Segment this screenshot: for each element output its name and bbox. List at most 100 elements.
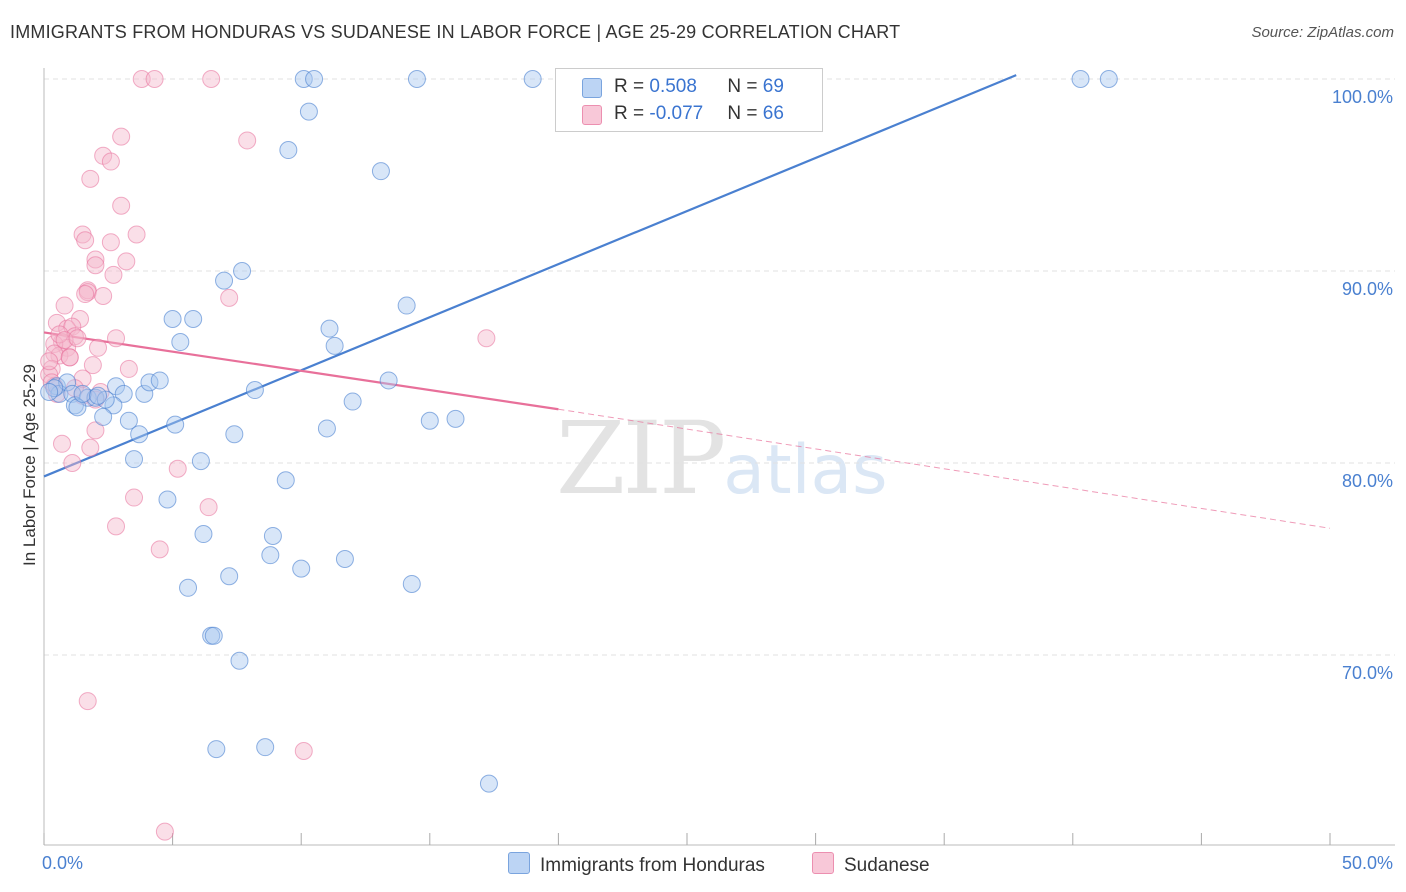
- gridlines: [44, 78, 1395, 656]
- honduras-point: [184, 310, 203, 328]
- honduras-trend-line: [43, 74, 1017, 478]
- honduras-point: [135, 384, 154, 403]
- legend-r-value: -0.077: [649, 103, 704, 124]
- honduras-point: [320, 319, 339, 338]
- sudanese-point: [86, 256, 105, 275]
- honduras-point: [276, 471, 295, 490]
- legend-r-label: R =: [614, 103, 650, 124]
- sudanese-point: [101, 152, 120, 171]
- sudanese-point: [45, 334, 64, 353]
- y-tick-label: 100.0%: [1332, 87, 1393, 107]
- sudanese-point: [199, 498, 218, 517]
- sudanese-point: [150, 540, 169, 559]
- honduras-point: [299, 102, 318, 121]
- honduras-point: [343, 392, 362, 411]
- honduras-point: [292, 559, 311, 578]
- sudanese-point: [53, 434, 72, 453]
- honduras-point: [233, 262, 252, 280]
- sudanese-point: [104, 265, 123, 284]
- y-tick-label: 80.0%: [1342, 471, 1393, 491]
- honduras-point: [245, 381, 264, 400]
- honduras-point: [171, 333, 190, 352]
- honduras-point: [523, 70, 542, 88]
- sudanese-point: [60, 348, 79, 367]
- trend-lines: [43, 74, 1331, 529]
- honduras-point: [125, 450, 144, 469]
- honduras-point: [294, 70, 313, 88]
- honduras-point: [325, 336, 344, 355]
- sudanese-point: [50, 325, 69, 344]
- honduras-point: [40, 382, 59, 401]
- bottom-legend-label-honduras: Immigrants from Honduras: [540, 855, 765, 876]
- honduras-point: [317, 419, 336, 438]
- tick-labels: 70.0% 80.0% 90.0% 100.0% 0.0% 50.0%: [42, 87, 1393, 873]
- honduras-point: [163, 310, 182, 328]
- sudanese-point: [89, 338, 108, 357]
- honduras-point: [225, 425, 244, 444]
- y-axis-label: In Labor Force | Age 25-29: [20, 364, 39, 566]
- legend-swatch-sudanese: [582, 105, 602, 125]
- honduras-point: [94, 407, 113, 426]
- sudanese-point: [107, 517, 126, 536]
- sudanese-point: [81, 169, 100, 188]
- honduras-point: [1071, 70, 1090, 88]
- honduras-point: [220, 567, 239, 586]
- bottom-legend-swatch-sudanese: [812, 852, 834, 874]
- sudanese-trend-extension: [558, 408, 1331, 529]
- honduras-point: [215, 271, 234, 290]
- honduras-point: [261, 546, 280, 565]
- legend-n-value: 66: [762, 103, 784, 124]
- y-tick-label: 70.0%: [1342, 663, 1393, 683]
- honduras-point: [130, 425, 149, 444]
- honduras-point: [194, 525, 213, 544]
- honduras-point: [397, 296, 416, 315]
- honduras-point: [407, 70, 426, 88]
- honduras-point: [63, 384, 82, 403]
- honduras-points: [40, 70, 1118, 793]
- honduras-point: [166, 415, 185, 434]
- sudanese-point: [220, 288, 239, 307]
- bottom-legend-label-sudanese: Sudanese: [844, 855, 930, 876]
- sudanese-point: [94, 286, 113, 305]
- sudanese-point: [117, 252, 136, 271]
- legend-r-value: 0.508: [649, 76, 697, 97]
- honduras-point: [379, 371, 398, 390]
- x-tick-label: 0.0%: [42, 853, 83, 873]
- honduras-point: [1099, 70, 1118, 88]
- honduras-point: [114, 384, 133, 403]
- sudanese-point: [112, 196, 131, 215]
- watermark-zip: ZIP: [556, 400, 726, 517]
- legend-swatch-honduras: [582, 78, 602, 98]
- honduras-point: [89, 386, 108, 405]
- honduras-point: [191, 452, 210, 471]
- honduras-point: [446, 409, 465, 428]
- legend-n-label: N =: [727, 76, 763, 97]
- sudanese-point: [202, 70, 221, 88]
- sudanese-point: [107, 329, 126, 348]
- sudanese-point: [112, 127, 131, 146]
- honduras-point: [73, 384, 92, 403]
- sudanese-points: [40, 70, 496, 841]
- honduras-point: [305, 70, 324, 88]
- sudanese-point: [78, 283, 97, 302]
- sudanese-trend-line: [43, 331, 559, 411]
- honduras-point: [402, 574, 421, 593]
- sudanese-point: [238, 131, 257, 150]
- honduras-point: [107, 377, 126, 396]
- legend-r-label: R =: [614, 76, 650, 97]
- honduras-point: [179, 578, 198, 597]
- honduras-point: [68, 398, 87, 417]
- honduras-point: [420, 411, 439, 430]
- bottom-legend-sudanese: Sudanese: [812, 852, 930, 877]
- watermark-atlas: atlas: [723, 431, 888, 510]
- sudanese-point: [55, 296, 74, 315]
- honduras-point: [256, 738, 275, 757]
- sudanese-point: [86, 250, 105, 269]
- sudanese-point: [83, 356, 102, 375]
- x-tick-label: 50.0%: [1342, 853, 1393, 873]
- sudanese-point: [71, 310, 90, 328]
- sudanese-point: [78, 692, 97, 711]
- sudanese-point: [86, 421, 105, 440]
- honduras-point: [150, 371, 169, 390]
